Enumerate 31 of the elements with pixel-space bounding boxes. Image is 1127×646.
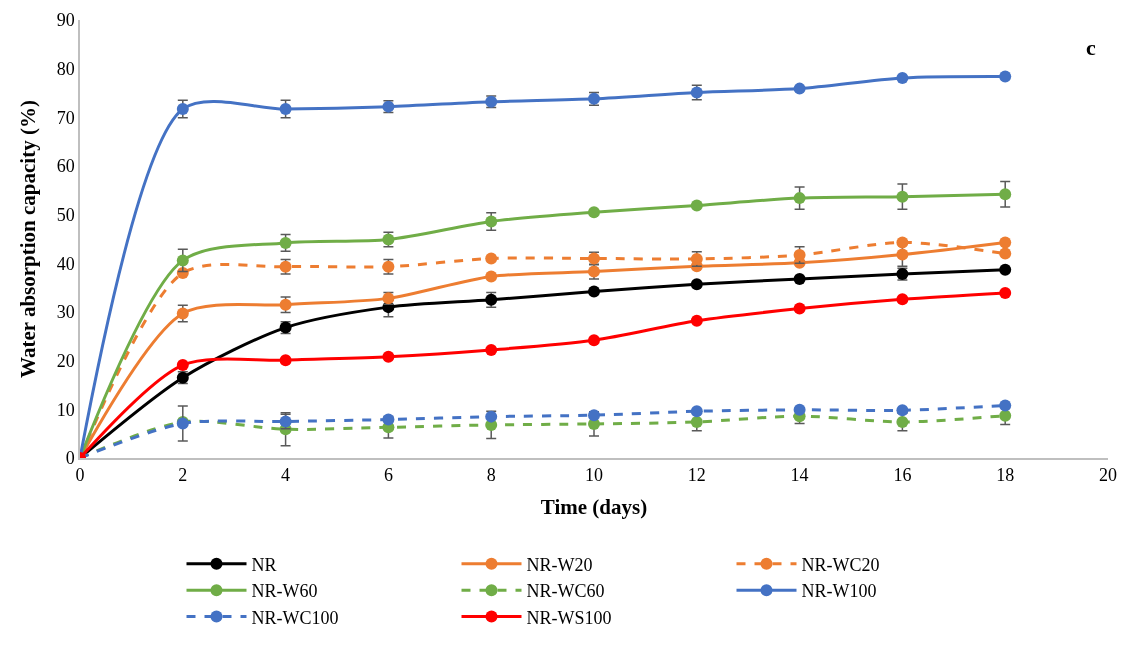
y-tick-label: 90	[56, 10, 75, 31]
legend-label: NR-W100	[801, 581, 877, 602]
legend-label: NR-WS100	[526, 607, 612, 628]
y-tick-label: 60	[56, 156, 75, 177]
x-tick-label: 2	[178, 465, 188, 486]
x-tick-label: 16	[893, 465, 912, 486]
x-tick-label: 6	[383, 465, 393, 486]
x-tick-label: 12	[687, 465, 706, 486]
x-tick-label: 14	[790, 465, 809, 486]
legend-label: NR-W60	[251, 581, 318, 602]
y-tick-label: 40	[56, 253, 75, 274]
y-tick-label: 30	[56, 302, 75, 323]
x-tick-label: 18	[996, 465, 1015, 486]
annotation: c	[1086, 35, 1096, 60]
x-tick-label: 10	[585, 465, 603, 486]
y-tick-label: 50	[56, 204, 75, 225]
y-tick-label: 80	[56, 58, 75, 79]
x-tick-label: 8	[486, 465, 496, 486]
legend-label: NR-WC100	[251, 607, 339, 628]
x-axis-title: Time (days)	[540, 495, 648, 520]
y-tick-label: 70	[56, 107, 75, 128]
legend-label: NR	[251, 554, 277, 575]
legend-label: NR-WC20	[801, 554, 880, 575]
x-tick-label: 4	[281, 465, 291, 486]
y-tick-label: 10	[56, 399, 75, 420]
legend-label: NR-WC60	[526, 581, 605, 602]
x-tick-label: 20	[1099, 465, 1117, 486]
y-axis-title: Water absorption capacity (%)	[16, 100, 41, 378]
legend-label: NR-W20	[526, 554, 593, 575]
y-tick-label: 0	[65, 448, 75, 469]
y-tick-label: 20	[56, 350, 75, 371]
